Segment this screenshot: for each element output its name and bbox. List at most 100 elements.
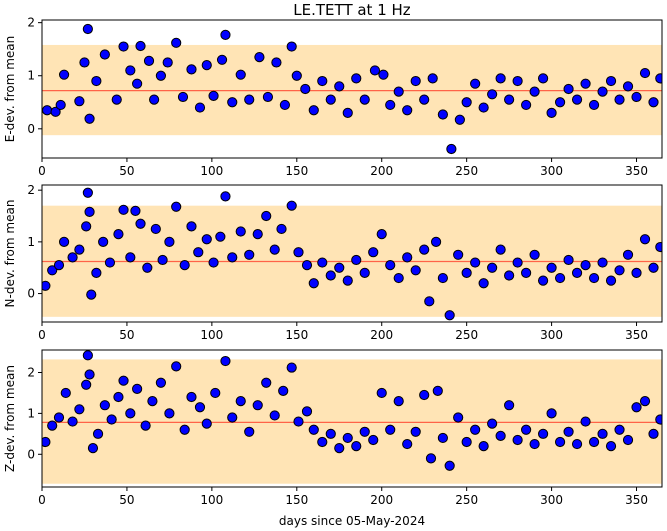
data-point	[244, 426, 255, 437]
x-tick-label: 250	[455, 164, 478, 178]
data-point	[235, 226, 246, 237]
data-point	[648, 97, 659, 108]
data-point	[278, 385, 289, 396]
data-point	[334, 443, 345, 454]
data-point	[453, 249, 464, 260]
data-point	[201, 234, 212, 245]
data-point	[580, 416, 591, 427]
data-point	[201, 418, 212, 429]
x-tick-label: 300	[540, 164, 563, 178]
data-point	[220, 29, 231, 40]
data-point	[130, 205, 141, 216]
data-point	[478, 278, 489, 289]
y-tick-label: 1	[27, 406, 35, 420]
data-point	[308, 105, 319, 116]
y-tick-label: 0	[27, 287, 35, 301]
data-point	[470, 78, 481, 89]
data-point	[325, 428, 336, 439]
data-point	[227, 252, 238, 263]
data-point	[293, 247, 304, 258]
x-tick-label: 50	[119, 493, 134, 507]
data-point	[135, 40, 146, 52]
x-axis-label: days since 05-May-2024	[279, 514, 425, 528]
x-tick-label: 100	[200, 493, 223, 507]
data-point	[425, 453, 437, 464]
panel-2: 0 50 100 150 200 250 300 350 0 1 2 N-dev. from mean	[3, 183, 663, 342]
data-point	[351, 254, 362, 266]
data-point	[529, 438, 540, 450]
data-point	[563, 254, 574, 266]
data-point	[571, 94, 583, 105]
data-point	[301, 406, 313, 417]
data-point	[605, 441, 617, 452]
data-point	[276, 223, 287, 235]
x-tick-label: 200	[370, 328, 393, 342]
x-tick-label: 250	[455, 493, 478, 507]
data-point	[334, 262, 345, 273]
data-point	[325, 94, 336, 105]
data-point	[554, 272, 566, 284]
data-point	[487, 89, 498, 100]
data-point	[529, 249, 540, 260]
data-point	[410, 75, 421, 87]
data-point	[369, 65, 381, 76]
data-point	[512, 257, 523, 268]
data-point	[351, 441, 362, 452]
x-tick-label: 200	[370, 164, 393, 178]
data-point	[424, 296, 435, 307]
data-point	[118, 41, 129, 52]
data-point	[58, 69, 70, 80]
data-point	[622, 81, 634, 92]
data-point	[53, 260, 65, 271]
data-point	[254, 52, 265, 63]
x-tick-label: 0	[38, 328, 46, 342]
data-point	[359, 267, 370, 278]
data-point	[67, 416, 78, 427]
data-point	[614, 265, 625, 276]
data-point	[444, 460, 455, 471]
data-point	[155, 70, 167, 81]
data-point	[419, 244, 430, 255]
data-point	[546, 408, 557, 419]
data-point	[143, 55, 155, 66]
data-point	[227, 412, 238, 423]
data-point	[432, 385, 443, 396]
data-point	[393, 396, 404, 407]
data-point	[215, 231, 226, 242]
x-tick-label: 300	[540, 328, 563, 342]
panel-3: 0 50 100 150 200 250 300 350 0 1 2 Z-dev. from mean	[3, 349, 663, 507]
data-point	[537, 275, 549, 286]
data-point	[252, 229, 263, 240]
data-point	[648, 428, 659, 439]
y-tick-label: 2	[27, 183, 35, 197]
data-point	[461, 97, 472, 108]
data-point	[454, 114, 465, 125]
data-point	[99, 49, 110, 60]
data-point	[67, 252, 78, 263]
data-point	[504, 94, 515, 105]
data-point	[235, 396, 246, 407]
y-tick-label: 1	[27, 69, 35, 83]
data-point	[554, 97, 566, 108]
data-point	[563, 83, 574, 95]
data-point	[210, 387, 221, 399]
data-point	[99, 400, 110, 411]
data-point	[512, 434, 523, 446]
x-tick-label: 150	[285, 493, 308, 507]
data-point	[142, 262, 153, 273]
data-point	[244, 249, 255, 260]
data-point	[444, 310, 455, 321]
data-point	[74, 404, 85, 415]
data-point	[495, 73, 506, 84]
data-point	[334, 81, 345, 92]
data-point	[580, 78, 591, 89]
data-point	[84, 206, 95, 217]
data-point	[521, 99, 532, 111]
data-point	[269, 410, 280, 421]
data-point	[308, 278, 319, 289]
data-point	[286, 41, 297, 52]
data-point	[125, 408, 136, 419]
data-point	[91, 267, 102, 278]
